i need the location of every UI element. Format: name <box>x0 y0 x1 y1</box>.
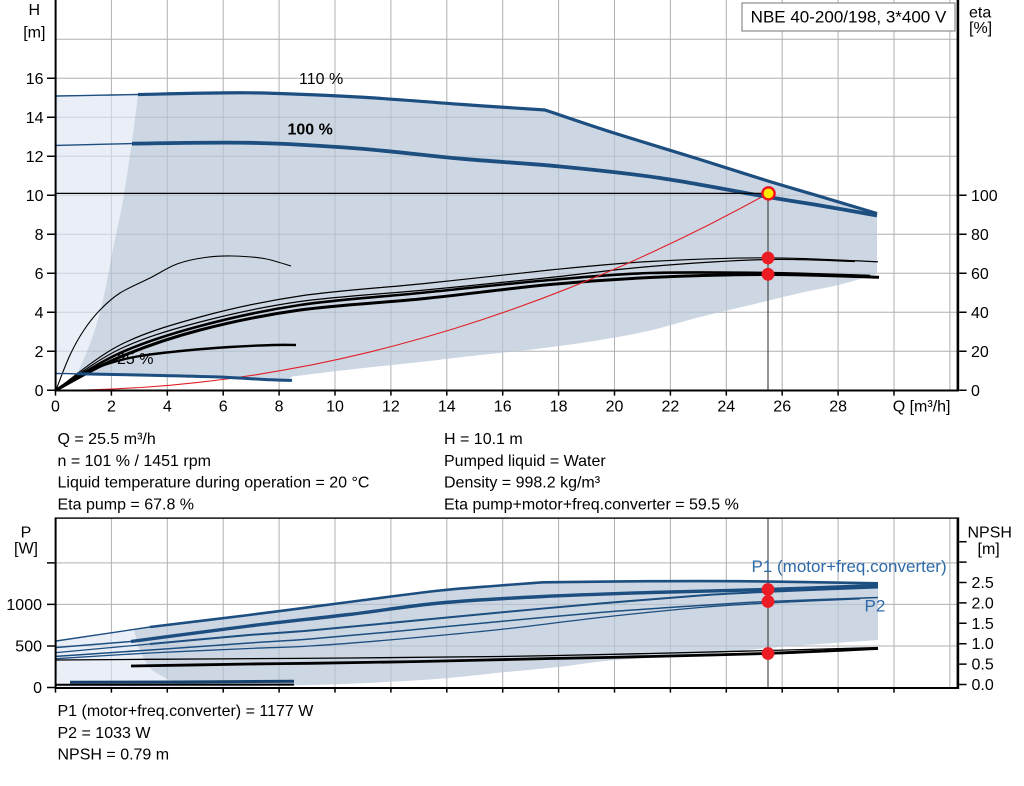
svg-text:P1 (motor+freq.converter) = 11: P1 (motor+freq.converter) = 1177 W <box>58 703 315 720</box>
svg-text:24: 24 <box>717 399 735 416</box>
svg-text:0: 0 <box>971 383 980 400</box>
svg-text:22: 22 <box>662 399 680 416</box>
svg-text:12: 12 <box>382 399 400 416</box>
svg-text:10: 10 <box>26 188 44 205</box>
svg-text:4: 4 <box>163 399 172 416</box>
svg-text:6: 6 <box>219 399 228 416</box>
svg-text:40: 40 <box>971 305 989 322</box>
svg-text:28: 28 <box>829 399 847 416</box>
svg-text:8: 8 <box>275 399 284 416</box>
svg-text:Eta pump = 67.8 %: Eta pump = 67.8 % <box>58 496 195 513</box>
svg-text:P2: P2 <box>865 597 886 616</box>
svg-text:20: 20 <box>606 399 624 416</box>
svg-text:18: 18 <box>550 399 568 416</box>
svg-text:2: 2 <box>35 344 44 361</box>
svg-text:110 %: 110 % <box>299 71 343 88</box>
svg-text:0: 0 <box>33 680 42 697</box>
svg-text:8: 8 <box>35 227 44 244</box>
svg-text:2.5: 2.5 <box>972 575 994 592</box>
svg-text:NPSH = 0.79 m: NPSH = 0.79 m <box>58 747 170 764</box>
svg-text:[W]: [W] <box>14 541 38 558</box>
svg-text:1.0: 1.0 <box>972 636 994 653</box>
svg-text:20: 20 <box>971 344 989 361</box>
svg-text:NBE 40-200/198, 3*400 V: NBE 40-200/198, 3*400 V <box>751 8 947 27</box>
svg-text:6: 6 <box>35 266 44 283</box>
svg-text:0.0: 0.0 <box>972 677 994 694</box>
svg-text:10: 10 <box>326 399 344 416</box>
svg-text:[m]: [m] <box>978 541 1000 558</box>
svg-text:P1 (motor+freq.converter): P1 (motor+freq.converter) <box>752 557 947 576</box>
svg-text:1.5: 1.5 <box>972 616 994 633</box>
svg-text:[%]: [%] <box>969 20 992 37</box>
svg-text:Q = 25.5 m³/h: Q = 25.5 m³/h <box>58 431 156 448</box>
svg-text:0: 0 <box>35 383 44 400</box>
svg-text:2: 2 <box>107 399 116 416</box>
svg-text:100: 100 <box>971 188 998 205</box>
svg-text:26: 26 <box>773 399 791 416</box>
svg-text:14: 14 <box>26 110 44 127</box>
svg-text:0.5: 0.5 <box>972 657 994 674</box>
svg-text:H: H <box>29 2 41 19</box>
svg-text:2.0: 2.0 <box>972 595 994 612</box>
svg-text:H = 10.1 m: H = 10.1 m <box>444 431 523 448</box>
svg-text:500: 500 <box>15 638 42 655</box>
svg-text:Pumped liquid = Water: Pumped liquid = Water <box>444 453 606 470</box>
svg-text:25 %: 25 % <box>117 351 153 368</box>
svg-text:16: 16 <box>26 71 44 88</box>
svg-text:P: P <box>21 525 32 542</box>
svg-text:12: 12 <box>26 149 44 166</box>
svg-text:Q [m³/h]: Q [m³/h] <box>893 399 951 416</box>
svg-text:4: 4 <box>35 305 44 322</box>
svg-text:16: 16 <box>494 399 512 416</box>
svg-text:0: 0 <box>51 399 60 416</box>
svg-text:1000: 1000 <box>6 597 42 614</box>
svg-text:n = 101 % / 1451 rpm: n = 101 % / 1451 rpm <box>58 453 211 470</box>
svg-text:NPSH: NPSH <box>968 525 1012 542</box>
svg-text:Eta pump+motor+freq.converter: Eta pump+motor+freq.converter = 59.5 % <box>444 496 739 513</box>
svg-text:100 %: 100 % <box>288 122 333 139</box>
svg-text:60: 60 <box>971 266 989 283</box>
svg-text:14: 14 <box>438 399 456 416</box>
svg-text:P2 = 1033 W: P2 = 1033 W <box>58 725 152 742</box>
svg-text:80: 80 <box>971 227 989 244</box>
svg-text:eta: eta <box>969 5 991 22</box>
svg-text:[m]: [m] <box>23 25 45 42</box>
svg-text:Liquid temperature during oper: Liquid temperature during operation = 20… <box>58 475 370 492</box>
svg-text:Density = 998.2 kg/m³: Density = 998.2 kg/m³ <box>444 475 601 492</box>
